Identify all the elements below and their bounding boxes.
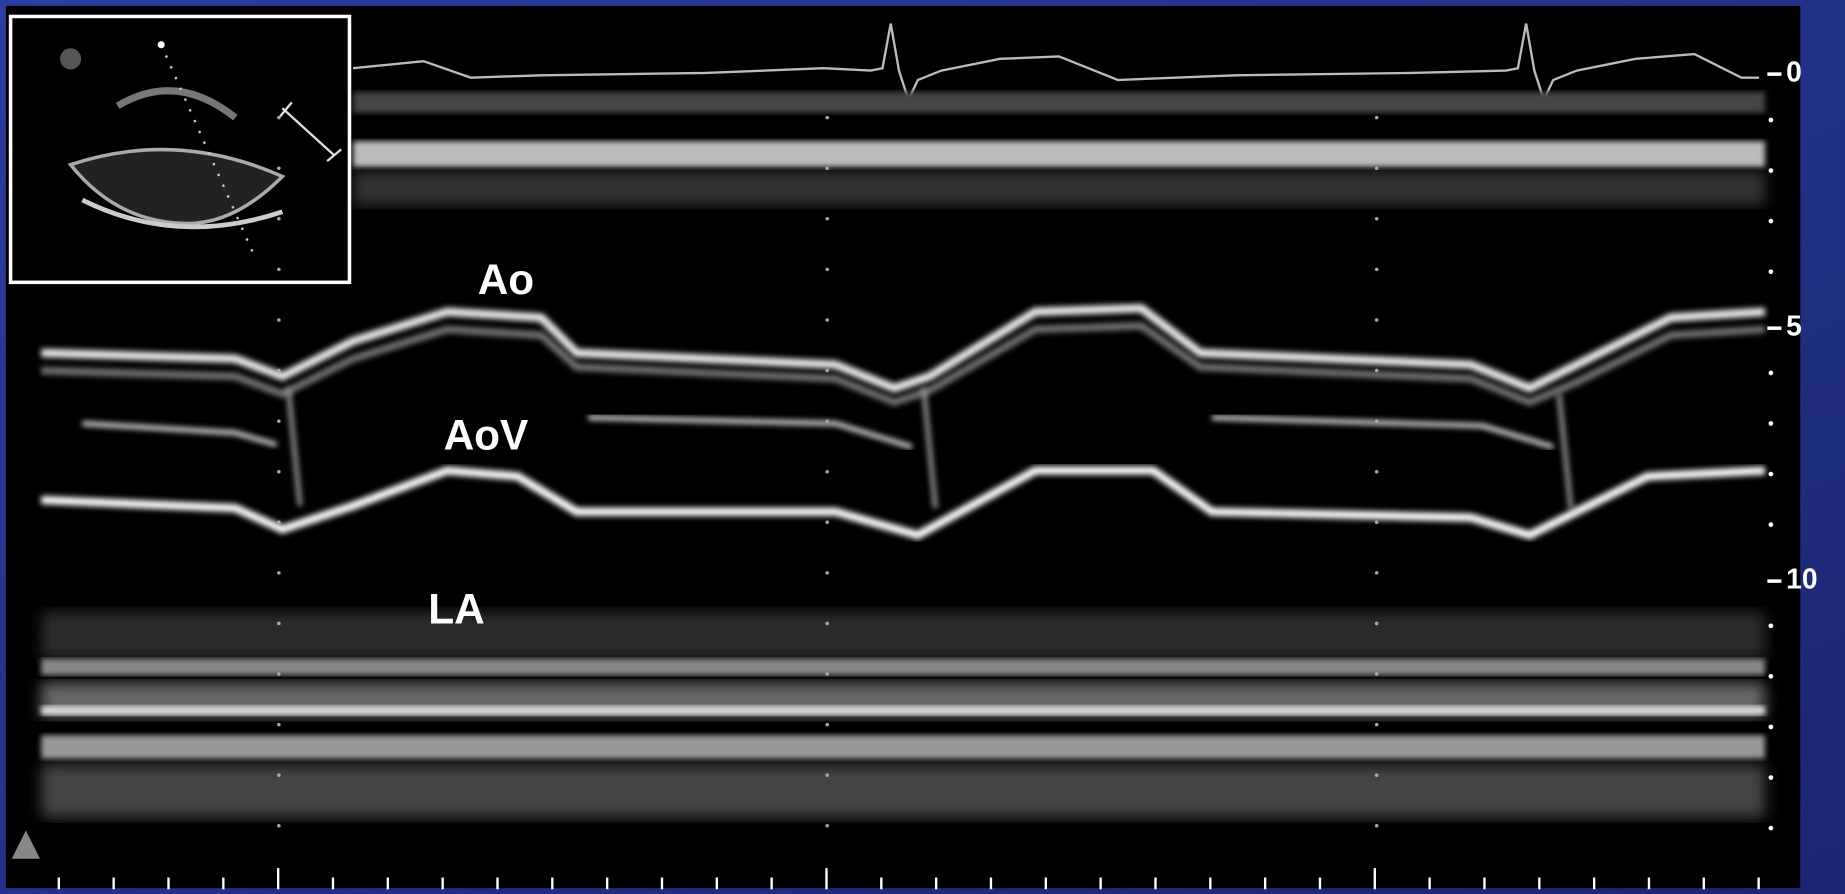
depth-dot (1769, 674, 1774, 679)
depth-dot (1769, 623, 1774, 628)
time-grid-dot (1375, 419, 1379, 423)
time-grid-dot (825, 672, 829, 676)
time-grid-dot (277, 824, 281, 828)
depth-dot (1769, 118, 1774, 123)
time-grid-dot (1375, 521, 1379, 525)
time-grid-dot (277, 369, 281, 373)
time-grid-dot (277, 217, 281, 221)
depth-label: 5 (1786, 310, 1802, 342)
depth-dot (1769, 269, 1774, 274)
aortic-valve-label: AoV (444, 411, 529, 458)
time-grid-dot (277, 571, 281, 575)
time-grid-dot (1375, 622, 1379, 626)
time-grid-dot (825, 116, 829, 120)
time-grid-dot (277, 318, 281, 322)
time-grid-dot (1375, 470, 1379, 474)
m-mode-echo: Ao AoV LA 0 5 10 (0, 0, 1845, 894)
depth-dot (1769, 371, 1774, 376)
time-grid-dot (277, 166, 281, 170)
time-grid-dot (277, 116, 281, 120)
time-grid-dot (1375, 268, 1379, 272)
depth-dot (1769, 775, 1774, 780)
time-grid-dot (825, 318, 829, 322)
time-grid-dot (277, 419, 281, 423)
time-grid-dot (825, 773, 829, 777)
time-grid-dot (825, 622, 829, 626)
time-grid-dot (825, 824, 829, 828)
depth-dot (1769, 168, 1774, 173)
time-grid-dot (825, 571, 829, 575)
time-grid-dot (1375, 369, 1379, 373)
depth-dot (1769, 219, 1774, 224)
depth-dot (1769, 826, 1774, 831)
inset-2d-view (11, 16, 350, 282)
time-grid-dot (1375, 166, 1379, 170)
time-grid-dot (1375, 824, 1379, 828)
time-grid-dot (277, 521, 281, 525)
time-grid-dot (825, 470, 829, 474)
left-atrium-label: LA (428, 585, 484, 632)
time-grid-dot (1375, 318, 1379, 322)
near-field-bands (353, 92, 1765, 206)
time-grid-dot (277, 268, 281, 272)
page: {"labels":{"aorta":"Ao","aortic_valve":"… (0, 0, 1845, 894)
time-grid-dot (1375, 723, 1379, 727)
depth-label: 0 (1786, 56, 1802, 88)
time-grid-dot (825, 723, 829, 727)
time-grid-dot (1375, 217, 1379, 221)
time-grid-dot (825, 419, 829, 423)
depth-dot (1769, 725, 1774, 730)
time-grid-dot (825, 217, 829, 221)
depth-dot (1769, 472, 1774, 477)
time-grid-dot (1375, 116, 1379, 120)
time-grid-dot (277, 470, 281, 474)
time-grid-dot (825, 268, 829, 272)
time-grid-dot (277, 622, 281, 626)
time-grid-dot (1375, 672, 1379, 676)
time-grid-dot (277, 773, 281, 777)
depth-dot (1769, 421, 1774, 426)
time-grid-dot (277, 723, 281, 727)
time-grid-dot (1375, 571, 1379, 575)
time-grid-dot (825, 521, 829, 525)
time-grid-dot (825, 369, 829, 373)
far-field-tissue (41, 612, 1765, 818)
time-grid-dot (825, 166, 829, 170)
depth-label: 10 (1786, 563, 1817, 595)
depth-dot (1769, 522, 1774, 527)
time-grid-dot (277, 672, 281, 676)
aorta-label: Ao (478, 256, 534, 303)
time-grid-dot (1375, 773, 1379, 777)
